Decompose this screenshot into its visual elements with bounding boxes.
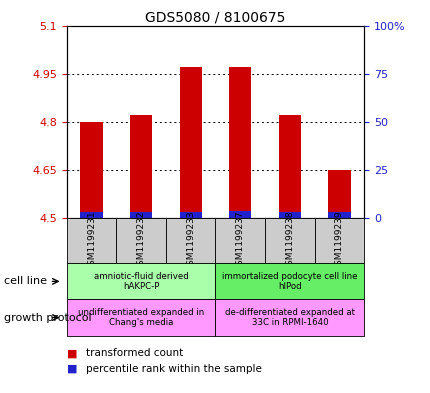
- Text: ■: ■: [67, 364, 77, 374]
- Text: percentile rank within the sample: percentile rank within the sample: [86, 364, 261, 374]
- Bar: [215, 218, 264, 263]
- Bar: [179, 67, 201, 218]
- Bar: [179, 212, 201, 218]
- Bar: [130, 212, 152, 218]
- Text: GSM1199239: GSM1199239: [334, 210, 343, 271]
- Text: GSM1199232: GSM1199232: [136, 211, 145, 271]
- Bar: [314, 218, 363, 263]
- Text: cell line: cell line: [4, 276, 47, 286]
- Text: undifferentiated expanded in
Chang's media: undifferentiated expanded in Chang's med…: [78, 308, 204, 327]
- Text: growth protocol: growth protocol: [4, 312, 92, 323]
- Bar: [80, 122, 102, 218]
- Bar: [130, 116, 152, 218]
- Bar: [67, 218, 116, 263]
- Bar: [278, 116, 300, 218]
- Text: GSM1199238: GSM1199238: [285, 210, 294, 271]
- Text: GSM1199237: GSM1199237: [235, 210, 244, 271]
- Bar: [278, 212, 300, 218]
- Bar: [229, 211, 251, 218]
- Text: GSM1199231: GSM1199231: [87, 210, 96, 271]
- Text: de-differentiated expanded at
33C in RPMI-1640: de-differentiated expanded at 33C in RPM…: [224, 308, 354, 327]
- Bar: [328, 170, 350, 218]
- Bar: [116, 218, 166, 263]
- Bar: [166, 218, 215, 263]
- Text: transformed count: transformed count: [86, 348, 183, 358]
- Bar: [328, 212, 350, 218]
- Text: GSM1199233: GSM1199233: [186, 210, 195, 271]
- Title: GDS5080 / 8100675: GDS5080 / 8100675: [145, 10, 285, 24]
- Text: amniotic-fluid derived
hAKPC-P: amniotic-fluid derived hAKPC-P: [94, 272, 188, 291]
- Bar: [229, 67, 251, 218]
- Bar: [67, 299, 215, 336]
- Bar: [215, 263, 363, 299]
- Bar: [215, 299, 363, 336]
- Text: ■: ■: [67, 348, 77, 358]
- Text: immortalized podocyte cell line
hIPod: immortalized podocyte cell line hIPod: [221, 272, 357, 291]
- Bar: [80, 212, 102, 218]
- Bar: [67, 263, 215, 299]
- Bar: [264, 218, 314, 263]
